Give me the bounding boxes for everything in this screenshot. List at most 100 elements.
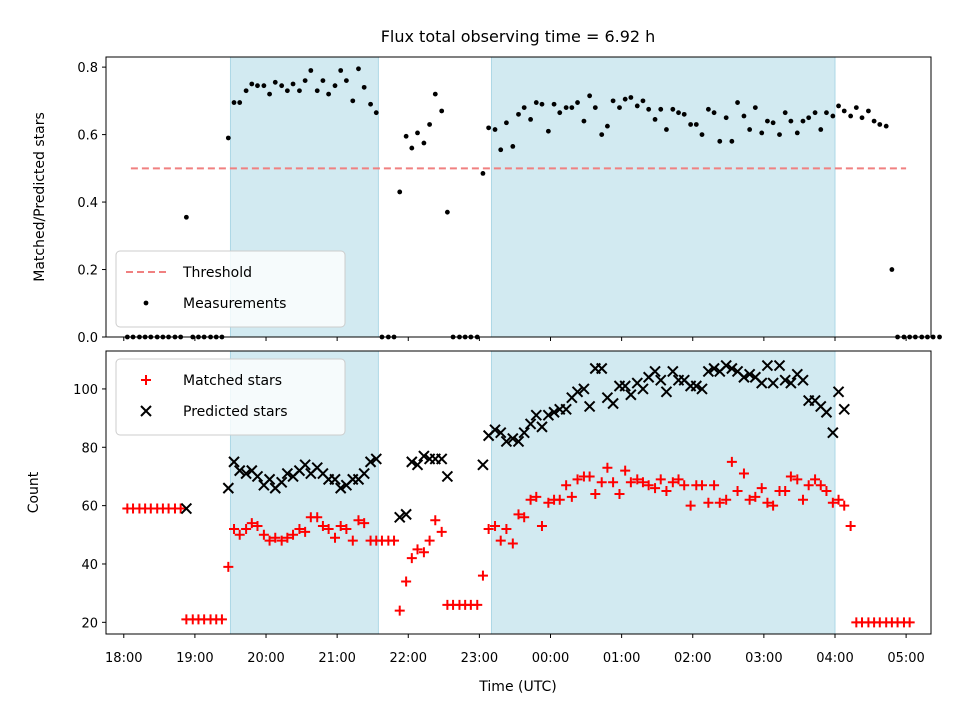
data-point [810,474,821,485]
data-point [330,532,341,543]
data-point [770,120,776,126]
data-point [561,480,572,491]
data-point [937,334,942,340]
data-point [838,403,850,416]
y-tick-label: 0.0 [77,331,98,346]
data-point [705,106,711,112]
legend-label: Predicted stars [183,404,288,420]
count-panel: 20 40 60 80 100 18:00 19:00 20:00 21:00 22:00 23:0… [26,350,932,666]
data-point [326,91,332,97]
data-point [833,494,844,505]
data-point [717,138,723,144]
data-point [747,127,753,132]
x-tick-label: 23:00 [461,651,498,666]
x-tick-label: 03:00 [745,651,782,666]
legend-marker-swatch [141,375,151,385]
data-point [299,459,311,471]
data-point [557,110,563,116]
data-point [743,368,756,381]
data-point [548,406,560,418]
data-point [329,473,341,486]
data-point [294,523,305,534]
data-point [300,526,311,537]
data-point [803,480,814,491]
data-point [649,365,661,378]
data-point [773,359,786,372]
data-point [335,521,346,532]
data-point [510,143,516,149]
data-point [827,497,838,508]
y-axis-label: Matched/Predicted stars [32,112,48,282]
data-point [824,110,829,116]
data-point [877,122,883,127]
data-point [726,456,737,467]
data-point [513,509,524,520]
data-point [373,110,379,116]
data-point [418,547,429,558]
data-point [441,470,454,483]
y-tick-label: 0.2 [77,264,98,279]
data-point [424,535,435,546]
legend-marker-swatch [143,300,149,306]
data-point [655,474,666,485]
data-point [658,106,664,112]
data-point [676,110,681,116]
data-point [486,125,492,131]
data-point [249,81,255,87]
data-point [267,91,272,97]
data-point [836,103,841,109]
x-tick-label: 19:00 [176,651,213,666]
data-point [785,471,796,482]
data-point [180,502,193,515]
data-point [602,462,613,473]
data-point [276,535,287,546]
data-point [222,482,235,494]
data-point [735,100,740,105]
data-point [406,456,418,468]
data-point [281,467,294,480]
x-tick-label: 21:00 [318,651,355,666]
data-point [661,486,672,497]
data-point [302,78,308,84]
data-point [640,98,646,104]
data-point [430,515,441,526]
y-tick-label: 0.8 [77,61,98,76]
data-point [240,467,252,480]
data-point [563,105,569,111]
data-point [255,83,260,89]
x-tick-label: 04:00 [816,651,853,666]
data-point [418,450,430,462]
data-point [605,123,610,129]
data-point [703,497,714,508]
data-point [685,500,696,511]
data-point [364,456,377,468]
data-point [543,497,554,508]
y-tick-label: 60 [81,500,98,515]
data-point [590,488,601,499]
data-point [320,78,326,84]
data-point [670,106,676,112]
data-point [679,480,690,491]
data-point [599,132,605,137]
data-point [343,78,349,84]
y-tick-label: 80 [81,441,98,456]
legend: Matched stars Predicted stars [115,358,346,436]
data-point [477,570,488,581]
data-point [539,101,545,107]
data-point [288,529,299,540]
data-point [272,79,278,85]
data-point [389,535,400,546]
data-point [400,508,412,521]
data-point [664,127,669,132]
data-point [797,494,808,505]
data-point [521,105,527,111]
data-point [620,465,631,476]
data-point [741,113,747,119]
data-point [720,359,732,372]
data-point [806,115,812,121]
legend-entry: Threshold [126,265,252,281]
data-point [614,488,625,499]
data-point [632,474,643,485]
data-point [622,96,628,102]
data-point [504,120,509,126]
